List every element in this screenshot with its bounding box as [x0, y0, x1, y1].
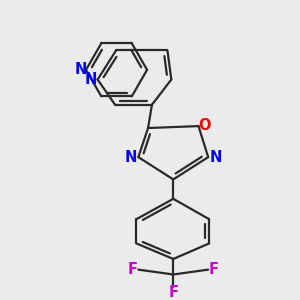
- Text: F: F: [168, 285, 178, 300]
- Text: N: N: [125, 150, 137, 165]
- Text: N: N: [84, 72, 97, 87]
- Text: F: F: [208, 262, 218, 277]
- Text: N: N: [209, 150, 222, 165]
- Text: F: F: [128, 262, 138, 277]
- Text: N: N: [75, 62, 87, 77]
- Text: O: O: [199, 118, 211, 133]
